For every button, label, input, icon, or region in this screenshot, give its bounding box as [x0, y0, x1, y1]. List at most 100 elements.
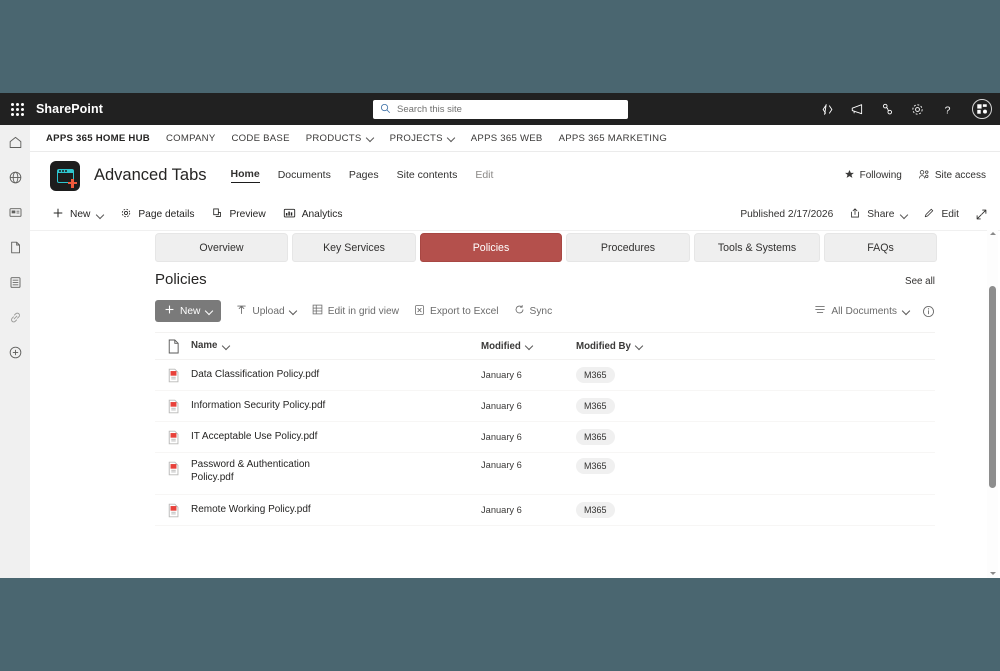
status-badge: M365	[576, 429, 615, 445]
app-launcher-icon[interactable]	[0, 93, 34, 125]
site-navigation: Home Documents Pages Site contents Edit	[230, 168, 494, 183]
following-button[interactable]: Following	[844, 169, 902, 183]
star-icon	[844, 169, 855, 183]
tab-overview[interactable]: Overview	[155, 233, 288, 262]
hubnav-item-products[interactable]: PRODUCTS	[306, 133, 374, 144]
new-document-button[interactable]: New	[155, 300, 222, 322]
file-type-column-icon[interactable]	[155, 339, 191, 354]
view-selector[interactable]: All Documents	[814, 304, 909, 318]
scrollbar-thumb[interactable]	[989, 286, 996, 488]
hubnav-item-apps-365-marketing[interactable]: APPS 365 MARKETING	[559, 133, 667, 144]
hubnav-item-apps-365-web[interactable]: APPS 365 WEB	[471, 133, 543, 144]
new-page-label: New	[70, 209, 91, 220]
site-nav-edit[interactable]: Edit	[475, 168, 494, 181]
tab-key-services[interactable]: Key Services	[292, 233, 416, 262]
settings-gear-icon[interactable]	[909, 101, 926, 118]
search-input[interactable]: Search this site	[373, 100, 628, 119]
chevron-down-icon	[290, 308, 297, 315]
table-row[interactable]: Remote Working Policy.pdf January 6 M365	[155, 495, 935, 526]
globe-icon[interactable]	[6, 168, 24, 186]
file-name[interactable]: IT Acceptable Use Policy.pdf	[191, 430, 318, 442]
document-list: Name Modified Modified By	[155, 332, 935, 526]
tab-policies[interactable]: Policies	[420, 233, 562, 262]
site-access-button[interactable]: Site access	[918, 169, 986, 183]
view-selector-label: All Documents	[831, 305, 897, 317]
scroll-down-arrow-icon[interactable]	[989, 571, 996, 577]
column-header-modified[interactable]: Modified	[481, 341, 576, 352]
file-modified: January 6	[481, 401, 522, 411]
column-label: Modified By	[576, 340, 631, 352]
status-badge: M365	[576, 458, 615, 474]
hubnav-item-code-base[interactable]: CODE BASE	[232, 133, 290, 144]
page-title[interactable]: Advanced Tabs	[94, 166, 207, 184]
tab-label: Policies	[472, 241, 510, 254]
column-header-modified-by[interactable]: Modified By	[576, 341, 706, 352]
see-all-link[interactable]: See all	[905, 276, 935, 287]
export-to-excel-button[interactable]: Export to Excel	[414, 304, 499, 319]
tab-label: Tools & Systems	[717, 241, 797, 254]
file-modified: January 6	[481, 505, 522, 515]
table-row[interactable]: Data Classification Policy.pdf January 6…	[155, 360, 935, 391]
hubnav-label: COMPANY	[165, 132, 216, 144]
info-icon[interactable]	[922, 305, 935, 318]
hubnav-item-projects[interactable]: PROJECTS	[390, 133, 455, 144]
file-modified-by: M365	[576, 367, 706, 383]
copilot-icon[interactable]	[819, 101, 836, 118]
news-icon[interactable]	[6, 203, 24, 221]
file-name[interactable]: Remote Working Policy.pdf	[191, 503, 311, 515]
vertical-scrollbar[interactable]	[987, 230, 998, 578]
tab-tools-and-systems[interactable]: Tools & Systems	[694, 233, 820, 262]
page-details-button[interactable]: Page details	[120, 207, 194, 222]
page-icon[interactable]	[6, 238, 24, 256]
help-question-icon[interactable]: ?	[939, 101, 956, 118]
hubnav-label: APPS 365 HOME HUB	[46, 132, 150, 144]
tab-faqs[interactable]: FAQs	[824, 233, 937, 262]
tab-procedures[interactable]: Procedures	[566, 233, 690, 262]
account-avatar-icon[interactable]	[972, 99, 992, 119]
suite-brand[interactable]: SharePoint	[36, 102, 103, 116]
pdf-file-icon	[155, 368, 191, 383]
upload-button[interactable]: Upload	[236, 304, 296, 319]
plus-circle-icon[interactable]	[6, 343, 24, 361]
file-modified: January 6	[481, 460, 522, 470]
published-status: Published 2/17/2026	[740, 209, 834, 220]
document-library-webpart: Policies See all New Upload	[155, 271, 935, 526]
table-row[interactable]: Password & Authentication Policy.pdf Jan…	[155, 453, 935, 495]
preview-button[interactable]: Preview	[211, 207, 266, 222]
feedback-megaphone-icon[interactable]	[849, 101, 866, 118]
site-nav-site-contents[interactable]: Site contents	[396, 168, 458, 181]
analytics-button[interactable]: Analytics	[283, 207, 342, 222]
edit-in-grid-view-label: Edit in grid view	[327, 305, 400, 317]
chevron-down-icon	[526, 343, 533, 350]
file-modified-by: M365	[576, 398, 706, 414]
file-name[interactable]: Information Security Policy.pdf	[191, 399, 326, 411]
sync-button[interactable]: Sync	[514, 304, 552, 318]
left-rail	[0, 125, 30, 578]
site-nav-documents[interactable]: Documents	[277, 168, 331, 181]
chevron-down-icon	[636, 343, 643, 350]
diagnostics-icon[interactable]	[879, 101, 896, 118]
site-nav-pages[interactable]: Pages	[348, 168, 379, 181]
hubnav-item-company[interactable]: COMPANY	[166, 133, 216, 144]
excel-icon	[414, 304, 425, 319]
site-nav-home[interactable]: Home	[230, 168, 260, 183]
file-modified-by: M365	[576, 453, 706, 474]
link-icon[interactable]	[6, 308, 24, 326]
column-header-name[interactable]: Name	[191, 340, 481, 352]
edit-in-grid-view-button[interactable]: Edit in grid view	[312, 304, 399, 318]
edit-button[interactable]: Edit	[923, 207, 959, 222]
list-icon[interactable]	[6, 273, 24, 291]
home-icon[interactable]	[6, 133, 24, 151]
file-name[interactable]: Data Classification Policy.pdf	[191, 368, 320, 380]
hubnav-label: APPS 365 MARKETING	[558, 132, 668, 144]
scroll-up-arrow-icon[interactable]	[989, 231, 996, 237]
table-row[interactable]: Information Security Policy.pdf January …	[155, 391, 935, 422]
status-badge: M365	[576, 398, 615, 414]
share-button[interactable]: Share	[849, 207, 907, 222]
table-row[interactable]: IT Acceptable Use Policy.pdf January 6 M…	[155, 422, 935, 453]
file-name[interactable]: Password & Authentication Policy.pdf	[191, 453, 341, 484]
expand-icon[interactable]	[975, 208, 988, 221]
new-page-button[interactable]: New	[52, 207, 103, 222]
hubnav-item-apps-365-home-hub[interactable]: APPS 365 HOME HUB	[46, 133, 150, 144]
